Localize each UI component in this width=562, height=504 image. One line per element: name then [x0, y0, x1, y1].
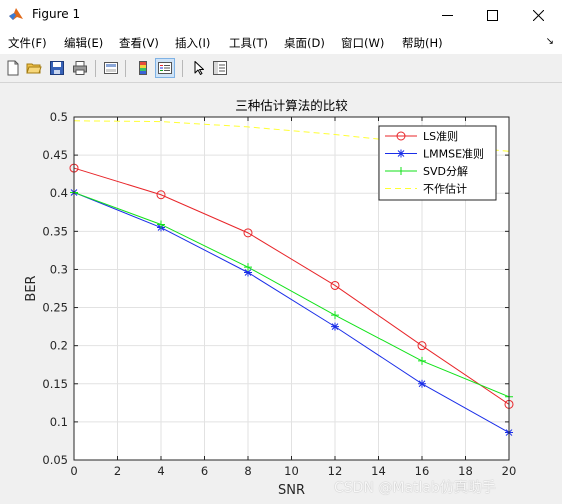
y-tick-label: 0.05	[42, 453, 68, 467]
axes-box	[73, 116, 510, 461]
legend-button[interactable]	[155, 58, 175, 78]
series-line-0	[73, 167, 510, 405]
star-marker	[418, 379, 426, 388]
chart-title: 三种估计算法的比较	[235, 98, 348, 113]
new-figure-button[interactable]	[4, 59, 22, 77]
print-icon	[73, 61, 87, 75]
x-tick-label: 18	[458, 464, 473, 478]
y-tick-label: 0.3	[50, 262, 68, 276]
open-file-button[interactable]	[25, 59, 43, 77]
legend-box[interactable]	[378, 125, 497, 201]
new-figure-icon	[7, 60, 19, 76]
toolbar-separator	[95, 60, 96, 77]
plus-marker	[418, 356, 426, 365]
toolbar-separator	[182, 60, 183, 77]
maximize-icon	[486, 9, 498, 21]
star-marker	[244, 268, 252, 277]
series-line-1	[73, 191, 510, 433]
save-button[interactable]	[48, 59, 66, 77]
window-titlebar: Figure 1	[0, 0, 562, 30]
colorbar-icon	[139, 61, 147, 75]
circle-marker	[417, 341, 427, 351]
plus-marker	[397, 167, 405, 175]
x-tick-label: 20	[502, 464, 517, 478]
menu-edit[interactable]: 编辑(E)	[64, 36, 104, 50]
x-tick-label: 2	[114, 464, 121, 478]
link-plot-button[interactable]	[102, 59, 120, 77]
plus-marker	[331, 311, 339, 320]
x-tick-label: 16	[415, 464, 430, 478]
toolbar-separator	[125, 60, 126, 77]
close-button[interactable]	[515, 0, 561, 30]
property-inspector-button[interactable]	[211, 59, 229, 77]
colorbar-button[interactable]	[134, 59, 152, 77]
y-tick-label: 0.5	[50, 110, 68, 124]
circle-marker	[243, 228, 253, 238]
close-icon	[532, 9, 544, 21]
open-file-icon	[26, 63, 42, 74]
save-icon	[50, 61, 64, 75]
y-tick-label: 0.35	[42, 224, 68, 238]
x-tick-label: 6	[201, 464, 208, 478]
menu-bar: 文件(F) 编辑(E) 查看(V) 插入(I) 工具(T) 桌面(D) 窗口(W…	[0, 30, 562, 54]
legend-label-0: LS准则	[423, 130, 458, 143]
y-tick-label: 0.15	[42, 377, 68, 391]
legend-label-3: 不作估计	[423, 183, 467, 196]
legend-label-1: LMMSE准则	[423, 148, 484, 161]
link-plot-icon	[104, 62, 118, 74]
menu-insert[interactable]: 插入(I)	[175, 36, 211, 50]
y-axis-label: BER	[24, 275, 39, 301]
x-tick-label: 8	[244, 464, 251, 478]
y-tick-label: 0.45	[42, 148, 68, 162]
menu-file[interactable]: 文件(F)	[8, 36, 47, 50]
minimize-icon	[441, 14, 453, 16]
figure-canvas[interactable]: 0 2 4 6 8 10 12 14 16 18 20 0.05 0.1 0.15 0.2 0.25 0.3 0.…	[0, 83, 562, 504]
matlab-logo-icon	[9, 8, 23, 20]
y-tick-label: 0.4	[50, 186, 68, 200]
dock-arrow-icon[interactable]: ↘	[545, 36, 554, 47]
plus-marker	[244, 263, 252, 272]
window-title: Figure 1	[32, 7, 81, 21]
y-tick-label: 0.2	[50, 339, 68, 353]
x-tick-label: 12	[328, 464, 343, 478]
figure-toolbar	[0, 54, 562, 83]
print-button[interactable]	[71, 59, 89, 77]
legend-icon	[158, 62, 172, 74]
x-tick-label: 0	[70, 464, 77, 478]
x-tick-label: 10	[284, 464, 299, 478]
circle-marker	[330, 280, 340, 290]
legend-label-2: SVD分解	[423, 164, 468, 178]
plus-marker	[157, 220, 165, 229]
minimize-button[interactable]	[424, 0, 470, 30]
x-tick-label: 4	[157, 464, 164, 478]
menu-window[interactable]: 窗口(W)	[341, 36, 385, 50]
property-inspector-icon	[213, 61, 227, 75]
edit-plot-button[interactable]	[190, 59, 208, 77]
y-tick-label: 0.1	[50, 415, 68, 429]
x-axis-label: SNR	[278, 483, 305, 498]
y-tick-label: 0.25	[42, 301, 68, 315]
menu-view[interactable]: 查看(V)	[119, 36, 159, 50]
series-line-2	[73, 191, 510, 398]
menu-help[interactable]: 帮助(H)	[402, 36, 443, 50]
x-tick-label: 14	[371, 464, 386, 478]
watermark: CSDN @Matlab仿真助手	[334, 480, 496, 496]
maximize-button[interactable]	[469, 0, 515, 30]
line-chart: 0 2 4 6 8 10 12 14 16 18 20 0.05 0.1 0.15 0.2 0.25 0.3 0.…	[24, 98, 517, 498]
circle-marker	[396, 131, 406, 141]
circle-marker	[156, 190, 166, 200]
star-marker	[397, 149, 405, 158]
menu-desktop[interactable]: 桌面(D)	[284, 36, 325, 50]
edit-plot-arrow-icon	[194, 61, 204, 75]
menu-tools[interactable]: 工具(T)	[229, 36, 268, 50]
star-marker	[331, 322, 339, 331]
